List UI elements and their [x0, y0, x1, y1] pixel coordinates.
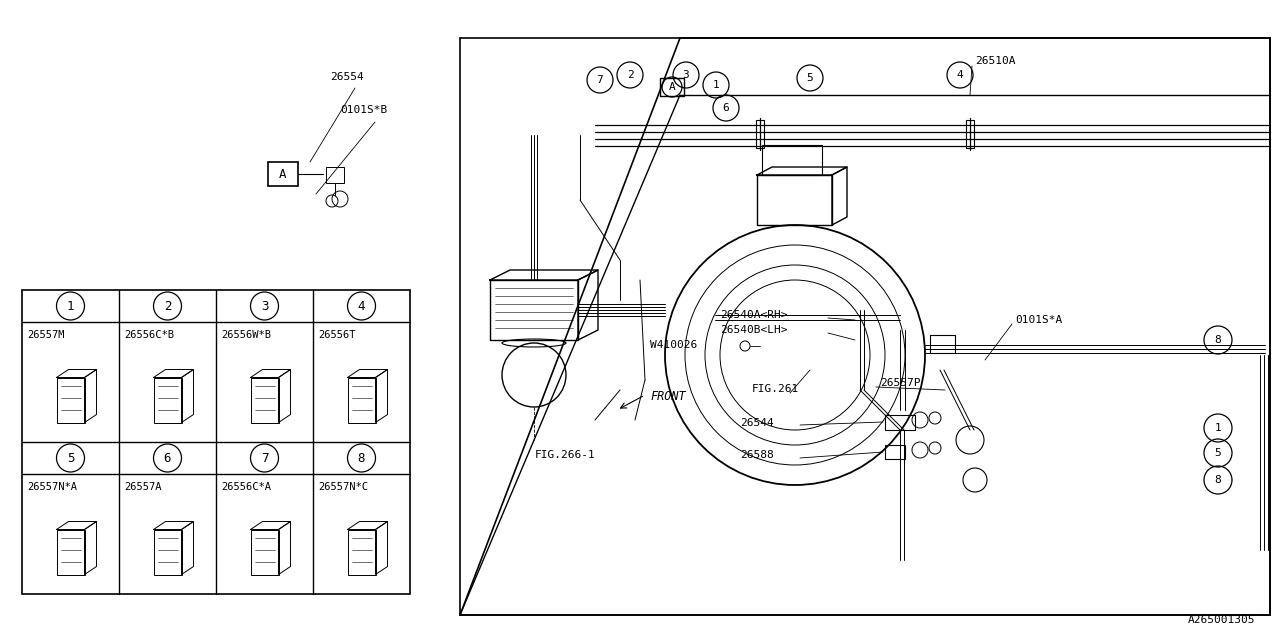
Bar [931, 335, 955, 353]
Text: 3: 3 [261, 300, 269, 312]
Text: 26557N*A: 26557N*A [27, 482, 77, 492]
Text: 26554: 26554 [330, 72, 364, 82]
Bar [251, 378, 279, 422]
Text: 26557M: 26557M [27, 330, 64, 340]
Text: FIG.261: FIG.261 [753, 384, 799, 394]
Text: 3: 3 [682, 70, 690, 80]
Text: 1: 1 [1215, 423, 1221, 433]
Bar [966, 120, 974, 148]
Text: 1: 1 [67, 300, 74, 312]
Text: 26557P: 26557P [881, 378, 920, 388]
Text: 7: 7 [596, 75, 603, 85]
Text: 8: 8 [1215, 335, 1221, 345]
Text: A: A [279, 168, 287, 180]
Text: A: A [668, 82, 676, 92]
Text: 0101S*A: 0101S*A [1015, 315, 1062, 325]
Text: 0101S*B: 0101S*B [340, 105, 388, 115]
Bar [756, 120, 764, 148]
Text: W410026: W410026 [650, 340, 698, 350]
Text: 2: 2 [627, 70, 634, 80]
Bar [762, 145, 822, 175]
Text: 1: 1 [713, 80, 719, 90]
Text: 4: 4 [956, 70, 964, 80]
Text: 26540A<RH>: 26540A<RH> [719, 310, 787, 320]
Text: 26556C*A: 26556C*A [221, 482, 271, 492]
Text: A265001305: A265001305 [1188, 615, 1254, 625]
Text: FRONT: FRONT [650, 390, 686, 403]
Text: 7: 7 [261, 451, 269, 465]
Bar [884, 415, 915, 430]
Text: 26540B<LH>: 26540B<LH> [719, 325, 787, 335]
Text: 6: 6 [164, 451, 172, 465]
Bar [56, 378, 84, 422]
Bar [154, 378, 182, 422]
Text: 26557A: 26557A [124, 482, 161, 492]
Bar [884, 445, 905, 459]
Text: 26510A: 26510A [975, 56, 1015, 66]
Bar [251, 529, 279, 575]
Bar [22, 290, 410, 594]
Text: 26557N*C: 26557N*C [317, 482, 369, 492]
Text: 8: 8 [357, 451, 365, 465]
Text: 5: 5 [1215, 448, 1221, 458]
Text: 5: 5 [806, 73, 813, 83]
Text: 2: 2 [164, 300, 172, 312]
Text: 26544: 26544 [740, 418, 773, 428]
Bar [326, 167, 344, 183]
Bar [56, 529, 84, 575]
Bar [490, 280, 579, 340]
Bar [347, 378, 375, 422]
Text: 8: 8 [1215, 475, 1221, 485]
Bar [756, 175, 832, 225]
Text: FIG.266-1: FIG.266-1 [535, 450, 595, 460]
Text: 5: 5 [67, 451, 74, 465]
Bar [347, 529, 375, 575]
Text: 26556W*B: 26556W*B [221, 330, 271, 340]
Text: 6: 6 [723, 103, 730, 113]
Bar [268, 162, 298, 186]
Text: 26588: 26588 [740, 450, 773, 460]
Bar [154, 529, 182, 575]
Text: 26556T: 26556T [317, 330, 356, 340]
Text: 4: 4 [357, 300, 365, 312]
Text: 26556C*B: 26556C*B [124, 330, 174, 340]
Bar [660, 78, 684, 96]
